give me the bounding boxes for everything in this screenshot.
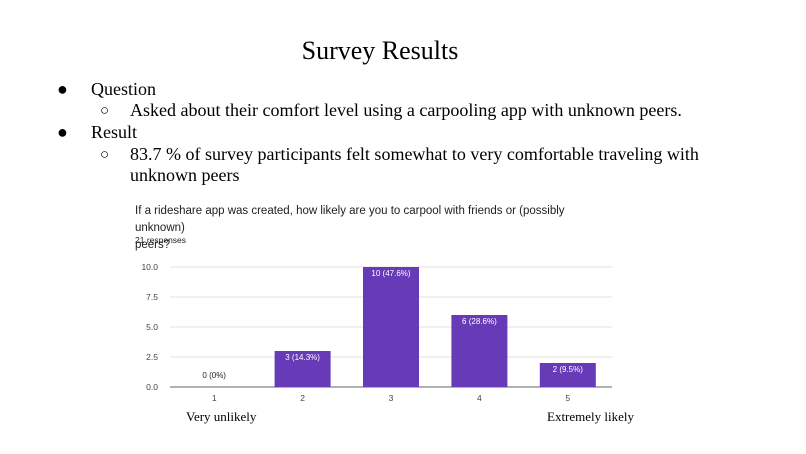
y-tick-label: 0.0 [146,382,158,392]
bar [274,351,331,387]
bullet-dot-icon: ● [57,79,68,99]
x-tick-label: 5 [565,393,570,403]
y-tick-label: 10.0 [141,262,158,272]
sub-bullet-result-text-line2: unknown peers [130,165,240,185]
bar [451,315,508,387]
bullet-result-text: Result [91,122,138,142]
data-label: 0 (0%) [202,371,226,380]
bullet-circle-icon: ○ [100,103,110,119]
scale-high-label: Extremely likely [547,409,635,424]
data-label: 3 (14.3%) [285,353,320,362]
chart-title: If a rideshare app was created, how like… [135,203,615,254]
data-label: 6 (28.6%) [462,317,497,326]
x-tick-label: 1 [212,393,217,403]
bar [363,267,419,387]
chart-response-count: 21 responses [135,235,187,245]
sub-bullet-result-text-line1: 83.7 % of survey participants felt somew… [130,144,699,164]
y-tick-label: 2.5 [146,352,158,362]
y-tick-label: 7.5 [146,292,158,302]
data-label: 10 (47.6%) [371,269,410,278]
slide-title: Survey Results [301,36,459,65]
y-tick-label: 5.0 [146,322,158,332]
bullet-question-text: Question [91,79,156,99]
bar [539,363,596,387]
data-label: 2 (9.5%) [553,365,584,374]
x-tick-label: 3 [389,393,394,403]
bullet-dot-icon: ● [57,122,68,142]
bullet-circle-icon: ○ [100,147,110,163]
scale-low-label: Very unlikely [186,409,257,424]
x-tick-label: 2 [300,393,305,403]
chart-title-line2: peers? [135,239,171,251]
sub-bullet-question-text: Asked about their comfort level using a … [130,100,682,120]
x-tick-label: 4 [477,393,482,403]
chart-title-line1: If a rideshare app was created, how like… [135,205,565,234]
